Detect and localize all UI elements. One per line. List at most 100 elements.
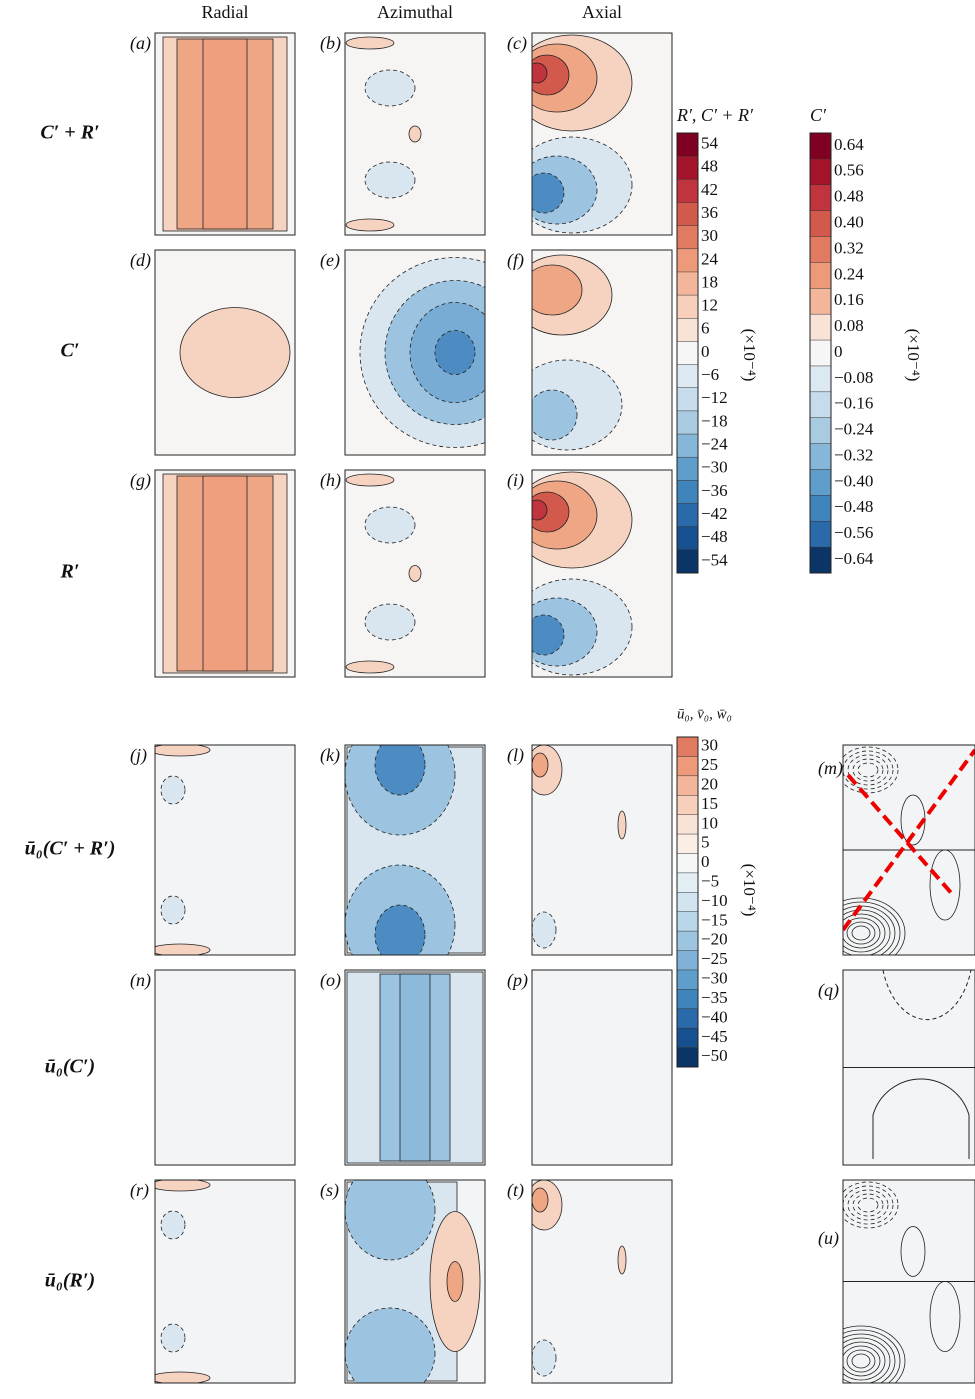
panel-label: (l) bbox=[507, 745, 524, 766]
colorbar-label: 0.48 bbox=[834, 187, 864, 206]
colorbar-label: 24 bbox=[701, 249, 719, 268]
panel bbox=[512, 250, 672, 455]
contour bbox=[409, 126, 421, 142]
contour bbox=[203, 476, 247, 671]
panel-label: (c) bbox=[507, 33, 527, 54]
contour bbox=[522, 265, 582, 315]
panel bbox=[345, 1160, 485, 1394]
colorbar-label: −6 bbox=[701, 365, 719, 384]
contour bbox=[532, 912, 556, 948]
colorbar-multiplier: (×10⁻⁴) bbox=[740, 329, 759, 382]
colorbar-label: −50 bbox=[701, 1046, 728, 1065]
panel-content bbox=[360, 258, 550, 448]
contour bbox=[150, 1372, 210, 1384]
colorbar-band bbox=[677, 1048, 698, 1068]
panel-bg bbox=[532, 970, 672, 1165]
contour bbox=[345, 1308, 435, 1394]
panel-label: (p) bbox=[507, 970, 528, 991]
contour bbox=[345, 1160, 435, 1260]
colorbar-label: −18 bbox=[701, 411, 728, 430]
panel-label: (o) bbox=[320, 970, 341, 991]
colorbar-label: 30 bbox=[701, 736, 718, 755]
contour bbox=[150, 744, 210, 756]
colorbar-label: −12 bbox=[701, 388, 728, 407]
contour bbox=[150, 1179, 210, 1191]
column-header: Axial bbox=[582, 2, 622, 22]
colorbar-label: −30 bbox=[701, 458, 728, 477]
contour bbox=[527, 63, 547, 83]
colorbar-band bbox=[677, 434, 698, 457]
colorbar-band bbox=[810, 547, 831, 573]
panel-bg bbox=[155, 1180, 295, 1383]
colorbar-label: −25 bbox=[701, 949, 728, 968]
colorbar-label: 0.08 bbox=[834, 316, 864, 335]
colorbar-label: 54 bbox=[701, 133, 719, 152]
colorbar-band bbox=[810, 211, 831, 237]
colorbar-multiplier: (×10⁻⁴) bbox=[904, 329, 923, 382]
colorbar-label: −48 bbox=[701, 527, 728, 546]
panel-content bbox=[163, 474, 287, 673]
colorbar-band bbox=[677, 912, 698, 932]
panel bbox=[345, 470, 485, 677]
colorbar-band bbox=[677, 737, 698, 757]
contour bbox=[365, 507, 415, 543]
panel bbox=[345, 715, 485, 985]
colorbar-band bbox=[677, 411, 698, 434]
contour bbox=[161, 1324, 185, 1352]
colorbar-band bbox=[810, 392, 831, 418]
panel-label: (g) bbox=[130, 470, 151, 491]
colorbar-band bbox=[810, 444, 831, 470]
colorbar-label: −35 bbox=[701, 988, 728, 1007]
colorbar-band bbox=[677, 295, 698, 318]
colorbar-band bbox=[677, 815, 698, 835]
colorbar-band bbox=[677, 457, 698, 480]
colorbar-band bbox=[677, 318, 698, 341]
panel bbox=[526, 1180, 672, 1383]
colorbar-band bbox=[677, 480, 698, 503]
colorbar-band bbox=[677, 202, 698, 225]
colorbar-label: 42 bbox=[701, 180, 718, 199]
colorbar-label: 48 bbox=[701, 157, 718, 176]
colorbar-band bbox=[677, 989, 698, 1009]
panel-label: (u) bbox=[818, 1228, 839, 1249]
contour bbox=[346, 37, 394, 49]
contour bbox=[346, 219, 394, 231]
colorbar-label: −42 bbox=[701, 504, 728, 523]
panel bbox=[843, 970, 975, 1165]
panel bbox=[345, 970, 485, 1165]
panel-label: (n) bbox=[130, 970, 151, 991]
colorbar-label: −0.16 bbox=[834, 394, 873, 413]
colorbar-label: 15 bbox=[701, 794, 718, 813]
colorbar-band bbox=[677, 756, 698, 776]
colorbar-band bbox=[810, 288, 831, 314]
colorbar-band bbox=[677, 504, 698, 527]
row-label: ū₀(C′ + R′) bbox=[25, 838, 116, 860]
colorbar-band bbox=[677, 249, 698, 272]
colorbar-band bbox=[677, 873, 698, 893]
colorbar-band bbox=[677, 388, 698, 411]
colorbar-label: 0.56 bbox=[834, 161, 864, 180]
colorbar-band bbox=[810, 237, 831, 263]
colorbar-label: −15 bbox=[701, 910, 728, 929]
panel bbox=[817, 745, 975, 968]
colorbar-label: 0 bbox=[834, 342, 843, 361]
contour bbox=[524, 173, 564, 213]
panel-label: (h) bbox=[320, 470, 341, 491]
panel bbox=[150, 1179, 295, 1384]
colorbar-label: 12 bbox=[701, 296, 718, 315]
colorbar-band bbox=[810, 159, 831, 185]
contour bbox=[618, 811, 626, 839]
colorbar-band bbox=[677, 179, 698, 202]
row-label: C′ bbox=[61, 340, 80, 362]
contour bbox=[150, 944, 210, 956]
colorbar-label: 30 bbox=[701, 226, 718, 245]
panel bbox=[532, 970, 672, 1165]
colorbar-label: 0.32 bbox=[834, 238, 864, 257]
colorbar-label: 6 bbox=[701, 319, 710, 338]
panel-label: (f) bbox=[507, 250, 524, 271]
panel bbox=[345, 250, 550, 455]
colorbar-band bbox=[677, 1028, 698, 1048]
contour bbox=[532, 1340, 556, 1376]
colorbar-label: 20 bbox=[701, 774, 718, 793]
colorbar-band bbox=[677, 341, 698, 364]
